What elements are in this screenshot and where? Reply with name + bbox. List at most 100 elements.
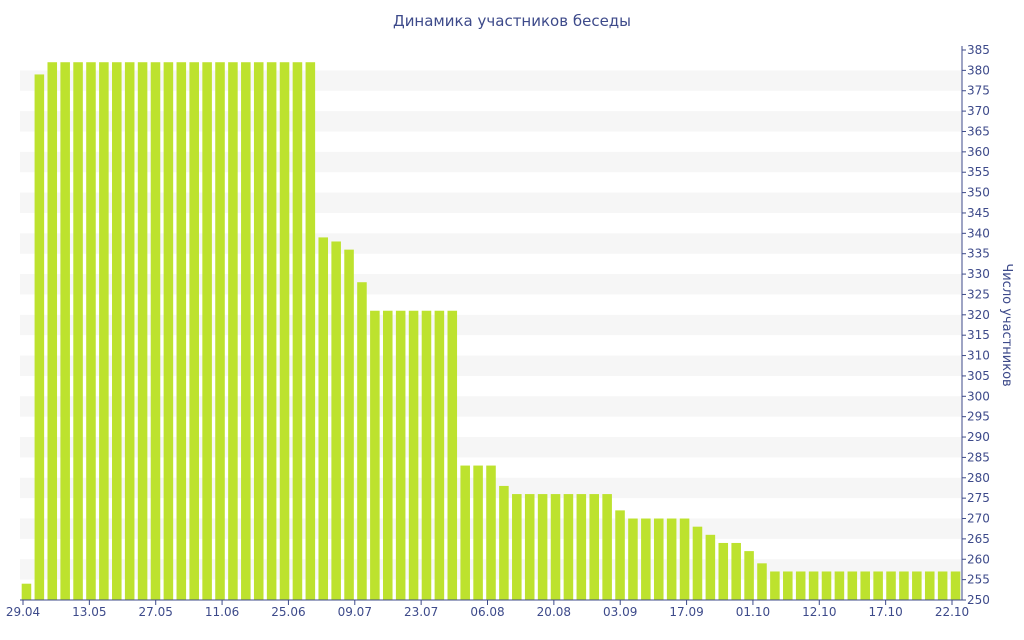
y-tick-label-320: 320 bbox=[967, 308, 990, 322]
x-tick-label-7: 06.08 bbox=[470, 605, 504, 619]
y-tick-label-380: 380 bbox=[967, 63, 990, 77]
bar-71 bbox=[937, 571, 948, 600]
bar-47 bbox=[628, 518, 638, 600]
bar-43 bbox=[576, 494, 587, 600]
x-tick-label-11: 01.10 bbox=[736, 605, 770, 619]
bar-38 bbox=[512, 494, 522, 600]
grid-band-6 bbox=[20, 314, 962, 336]
y-tick-label-280: 280 bbox=[967, 471, 990, 485]
y-tick-label-260: 260 bbox=[967, 552, 990, 566]
bar-34 bbox=[460, 465, 470, 600]
bar-37 bbox=[499, 485, 509, 600]
grid-band-10 bbox=[20, 151, 962, 173]
x-tick-label-4: 25.06 bbox=[271, 605, 305, 619]
bar-39 bbox=[524, 494, 535, 600]
bar-52 bbox=[692, 526, 703, 600]
y-tick-label-250: 250 bbox=[967, 593, 990, 607]
bar-70 bbox=[924, 571, 935, 600]
bar-6 bbox=[99, 62, 109, 601]
bar-69 bbox=[912, 571, 922, 600]
bar-19 bbox=[266, 62, 277, 601]
y-tick-label-355: 355 bbox=[967, 165, 990, 179]
bar-0 bbox=[21, 583, 32, 600]
bars bbox=[21, 62, 961, 601]
bar-13 bbox=[189, 62, 199, 601]
grid-band-9 bbox=[20, 192, 962, 213]
bar-44 bbox=[589, 494, 600, 600]
bar-68 bbox=[899, 571, 909, 600]
x-tick-label-1: 13.05 bbox=[72, 605, 106, 619]
bar-40 bbox=[537, 494, 548, 600]
bar-21 bbox=[292, 62, 303, 601]
y-tick-label-300: 300 bbox=[967, 389, 990, 403]
bar-33 bbox=[447, 310, 458, 600]
bar-18 bbox=[253, 62, 264, 601]
bar-53 bbox=[705, 534, 716, 600]
y-tick-label-275: 275 bbox=[967, 491, 990, 505]
y-tick-label-375: 375 bbox=[967, 84, 990, 98]
chart-title: Динамика участников беседы bbox=[392, 12, 632, 30]
bar-58 bbox=[770, 571, 780, 600]
bar-9 bbox=[137, 62, 148, 601]
x-tick-label-2: 27.05 bbox=[139, 605, 173, 619]
x-tick-label-12: 12.10 bbox=[802, 605, 836, 619]
y-tick-label-270: 270 bbox=[967, 512, 990, 526]
bar-31 bbox=[421, 310, 432, 600]
bar-4 bbox=[73, 62, 83, 601]
bar-54 bbox=[718, 542, 729, 600]
bar-55 bbox=[731, 542, 741, 600]
bar-24 bbox=[331, 241, 341, 601]
bar-64 bbox=[847, 571, 858, 600]
bar-66 bbox=[873, 571, 883, 600]
x-tick-label-9: 03.09 bbox=[603, 605, 637, 619]
bar-28 bbox=[382, 310, 393, 600]
bar-45 bbox=[602, 494, 612, 600]
bar-23 bbox=[318, 237, 329, 600]
x-tick-label-6: 23.07 bbox=[404, 605, 438, 619]
bar-11 bbox=[163, 62, 174, 601]
bar-15 bbox=[215, 62, 225, 601]
bar-20 bbox=[279, 62, 290, 601]
x-axis: 29.04 13.05 27.05 11.06 25.06 09.07 23.07 06.08… bbox=[6, 599, 969, 619]
bar-59 bbox=[783, 571, 793, 600]
bar-2 bbox=[47, 62, 58, 601]
bar-61 bbox=[808, 571, 819, 600]
y-tick-label-330: 330 bbox=[967, 267, 990, 281]
bar-25 bbox=[344, 249, 354, 600]
bar-49 bbox=[653, 518, 664, 600]
bar-60 bbox=[795, 571, 806, 600]
x-tick-label-3: 11.06 bbox=[205, 605, 239, 619]
y-tick-label-350: 350 bbox=[967, 186, 990, 200]
bar-3 bbox=[60, 62, 70, 601]
y-tick-label-310: 310 bbox=[967, 349, 990, 363]
grid-band-8 bbox=[20, 233, 962, 254]
x-tick-label-10: 17.09 bbox=[669, 605, 703, 619]
bar-7 bbox=[112, 62, 122, 601]
y-tick-label-305: 305 bbox=[967, 369, 990, 383]
x-tick-label-0: 29.04 bbox=[6, 605, 40, 619]
grid-band-12 bbox=[20, 70, 962, 91]
x-tick-label-14: 22.10 bbox=[935, 605, 969, 619]
bar-56 bbox=[744, 551, 754, 600]
bar-29 bbox=[395, 310, 406, 600]
y-tick-label-255: 255 bbox=[967, 573, 990, 587]
bar-12 bbox=[176, 62, 187, 601]
bar-72 bbox=[950, 571, 961, 600]
x-tick-label-8: 20.08 bbox=[537, 605, 571, 619]
y-axis: 250 255 260 265 270 275 280 285 290 295 300 305 310 3… bbox=[961, 43, 990, 607]
bar-27 bbox=[370, 310, 380, 600]
bar-57 bbox=[757, 563, 767, 600]
bar-36 bbox=[486, 465, 496, 600]
grid-band-5 bbox=[20, 355, 962, 376]
bar-63 bbox=[834, 571, 845, 600]
y-tick-label-385: 385 bbox=[967, 43, 990, 57]
y-tick-label-325: 325 bbox=[967, 287, 990, 301]
y-axis-label: Число участников bbox=[999, 263, 1014, 386]
x-tick-label-13: 17.10 bbox=[868, 605, 902, 619]
y-tick-label-265: 265 bbox=[967, 532, 990, 546]
y-tick-label-285: 285 bbox=[967, 450, 990, 464]
bar-42 bbox=[563, 494, 574, 600]
y-tick-label-315: 315 bbox=[967, 328, 990, 342]
y-tick-label-295: 295 bbox=[967, 410, 990, 424]
